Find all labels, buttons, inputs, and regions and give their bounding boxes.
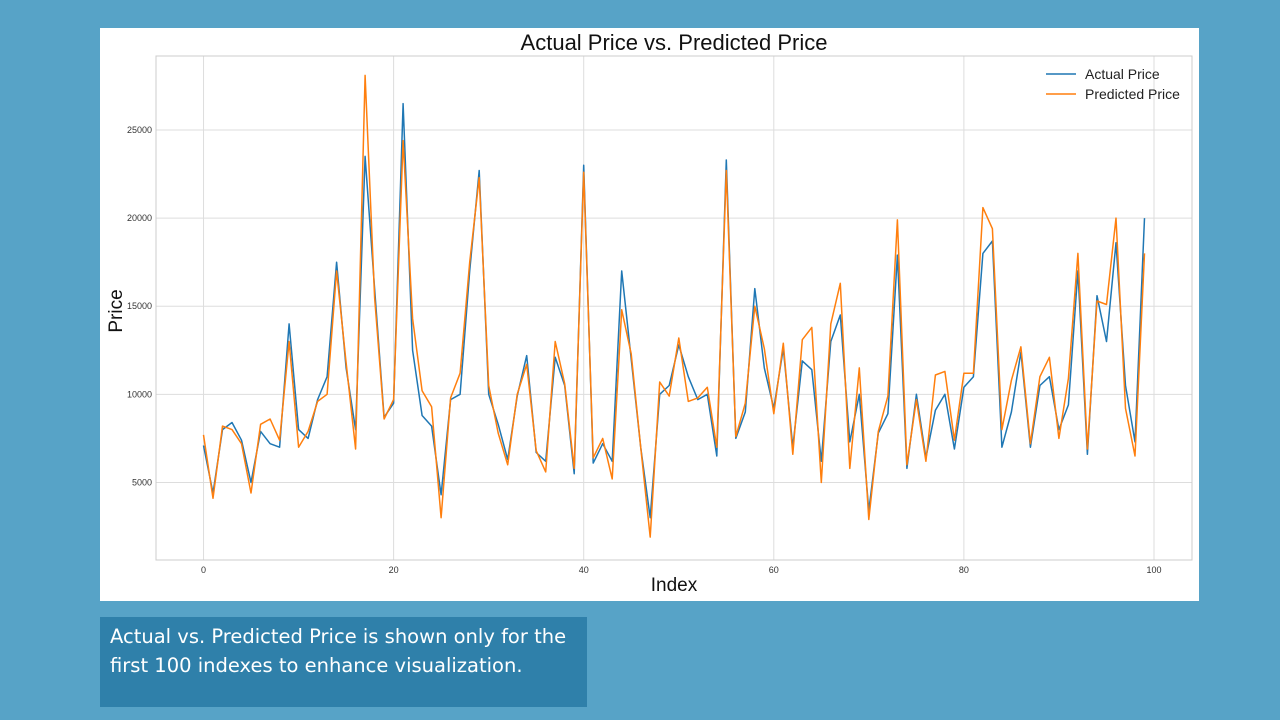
x-axis-label: Index [651,575,698,596]
legend-label-actual: Actual Price [1085,66,1160,82]
chart-title: Actual Price vs. Predicted Price [521,30,828,55]
chart-panel: 0 20 40 60 80 100 5000 10000 15000 20000 25000 Act… [100,28,1199,601]
legend: Actual Price Predicted Price [1046,66,1180,102]
y-tick-label: 25000 [127,125,152,135]
x-tick-label: 20 [389,565,399,575]
x-tick-label: 0 [201,565,206,575]
plot-frame [155,55,1193,561]
series-layer [202,74,1146,538]
y-tick-label: 15000 [127,301,152,311]
x-tick-label: 80 [959,565,969,575]
caption-text: Actual vs. Predicted Price is shown only… [110,625,567,677]
line-chart: 0 20 40 60 80 100 5000 10000 15000 20000 25000 Act… [106,30,1193,596]
grid-layer [156,56,1192,560]
y-tick-label: 5000 [132,477,152,487]
y-axis-label: Price [106,289,127,332]
x-tick-label: 60 [769,565,779,575]
y-tick-label: 10000 [127,389,152,399]
series-line-predicted-price [202,74,1146,538]
x-tick-label: 40 [579,565,589,575]
y-tick-label: 20000 [127,213,152,223]
legend-label-predicted: Predicted Price [1085,86,1180,102]
series-line-actual-price [202,102,1146,519]
caption-box: Actual vs. Predicted Price is shown only… [100,617,587,707]
tick-layer: 0 20 40 60 80 100 5000 10000 15000 20000 25000 [127,125,1162,575]
x-tick-label: 100 [1146,565,1161,575]
